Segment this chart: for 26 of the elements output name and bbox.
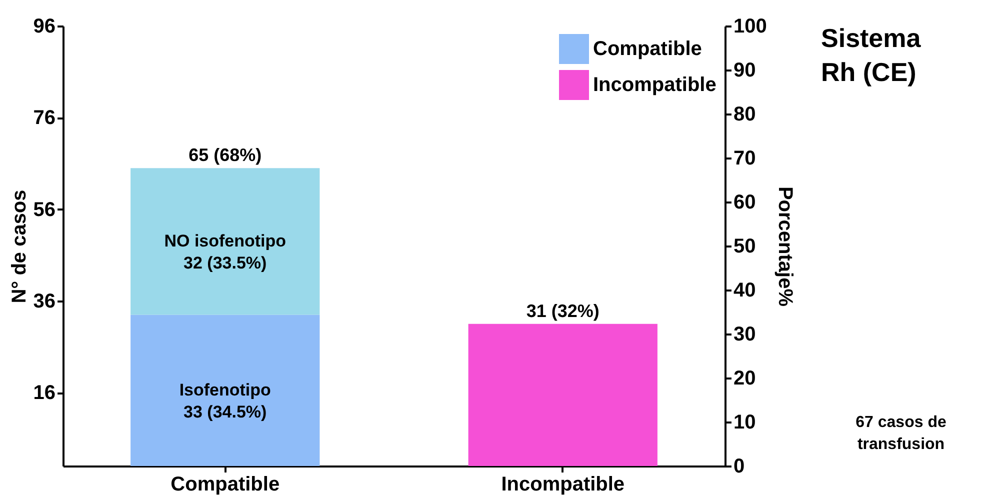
y2-tick-label: 0 xyxy=(734,456,745,478)
y-tick-label: 16 xyxy=(33,382,56,404)
text: 67 casos de transfusion xyxy=(856,414,946,453)
y2-axis-title: Porcentaje% xyxy=(774,186,796,307)
y2-tick-label: 50 xyxy=(734,236,756,258)
y2-tick-label: 60 xyxy=(734,192,756,214)
total-label: 65 (68%) xyxy=(188,145,262,166)
y2-tick-label: 40 xyxy=(734,280,756,302)
y2-tick-label: 20 xyxy=(734,368,756,390)
y2-tick-label: 100 xyxy=(734,16,767,38)
total-label: 31 (32%) xyxy=(526,300,600,321)
y-tick-label: 96 xyxy=(33,16,56,38)
y2-tick-label: 10 xyxy=(734,412,756,434)
y2-tick-label: 80 xyxy=(734,104,756,126)
y-axis-title: N° de casos xyxy=(8,190,30,304)
data-label: Isofenotipo 33 (34.5%) xyxy=(179,380,271,422)
y-tick-label: 76 xyxy=(33,107,56,130)
data-label: NO isofenotipo 32 (33.5%) xyxy=(164,231,286,272)
y2-tick-label: 70 xyxy=(734,148,756,170)
y-tick-label: 36 xyxy=(33,290,56,312)
y2-tick-label: 30 xyxy=(734,324,756,346)
legend-label: Incompatible xyxy=(593,74,716,96)
text: Sistema Rh (CE) xyxy=(821,23,922,87)
y2-tick-label: 90 xyxy=(734,60,756,82)
legend-label: Compatible xyxy=(593,38,702,60)
y-tick-label: 56 xyxy=(33,198,56,221)
